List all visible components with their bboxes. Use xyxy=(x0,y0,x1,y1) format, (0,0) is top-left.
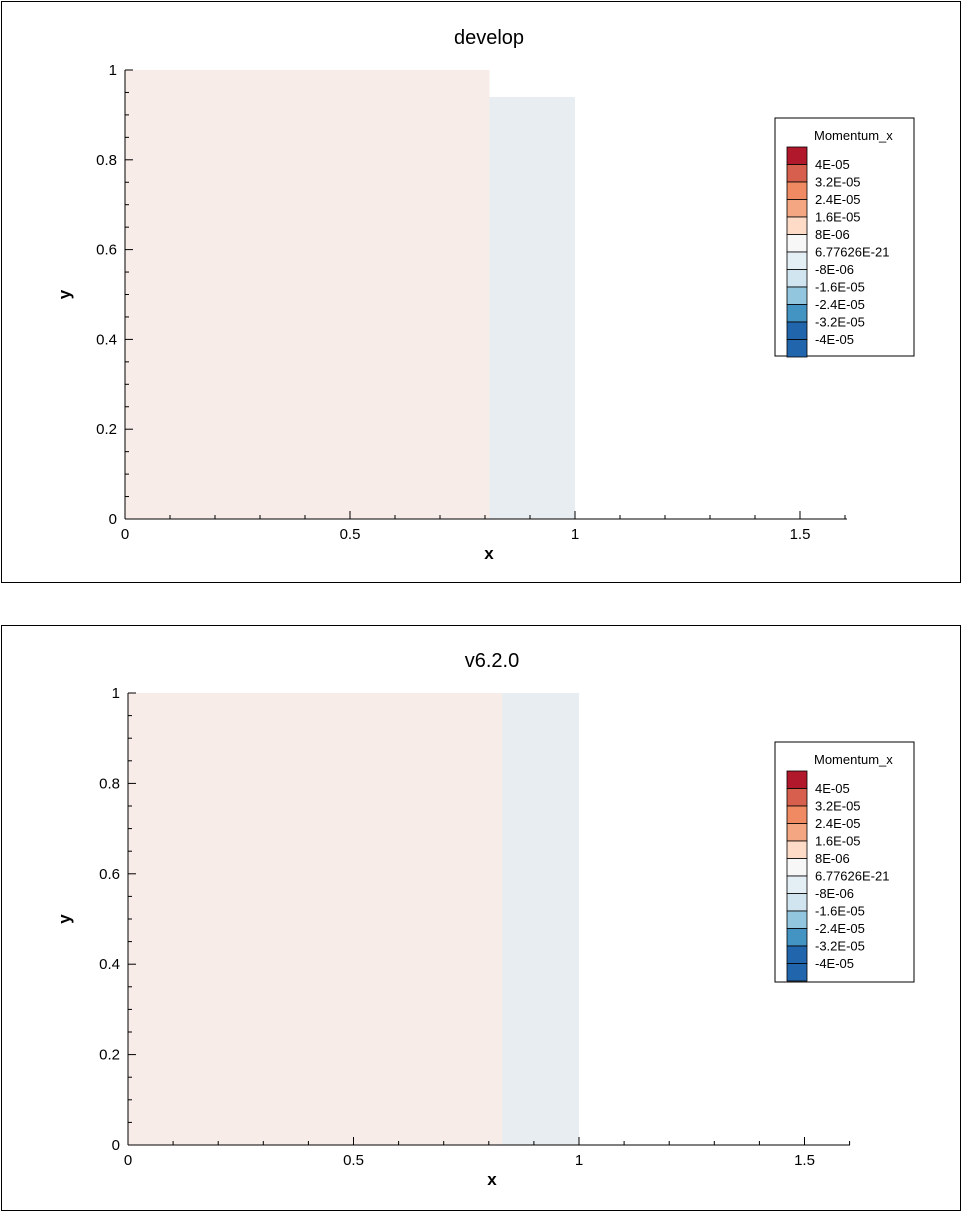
y-tick-label: 0.6 xyxy=(99,866,120,883)
contour-region xyxy=(125,70,490,519)
y-tick-label: 0 xyxy=(112,1137,120,1154)
contour-region xyxy=(128,693,503,1145)
legend-level-label: -4E-05 xyxy=(815,956,854,971)
legend-swatch xyxy=(786,770,808,789)
legend-level-label: -2.4E-05 xyxy=(815,297,865,312)
legend-swatch xyxy=(786,234,808,253)
legend-swatch xyxy=(786,823,808,842)
legend-swatch xyxy=(786,216,808,235)
legend-swatch xyxy=(786,339,808,358)
y-tick-label: 0 xyxy=(109,511,117,528)
chart-panel-v620: v6.2.0 0 0.5 1 1.5 0 0.2 0.4 0.6 0.8 1 x y Momentum_x… xyxy=(1,625,961,1211)
y-tick-label: 0.2 xyxy=(96,421,117,438)
legend-swatch xyxy=(786,945,808,964)
legend-swatch xyxy=(786,146,808,165)
legend-swatch xyxy=(786,304,808,323)
x-tick-label: 0.5 xyxy=(343,1152,364,1169)
x-axis-label: x xyxy=(484,544,494,563)
y-axis-label: y xyxy=(55,914,74,924)
y-tick-label: 1 xyxy=(112,685,120,702)
legend-swatch xyxy=(786,840,808,859)
legend-swatch xyxy=(786,164,808,183)
legend-level-label: 4E-05 xyxy=(815,781,850,796)
legend-level-label: -8E-06 xyxy=(815,262,854,277)
legend-level-label: -2.4E-05 xyxy=(815,921,865,936)
x-tick-label: 1.5 xyxy=(790,526,811,543)
legend-level-label: 1.6E-05 xyxy=(815,834,861,849)
legend-level-label: 4E-05 xyxy=(815,157,850,172)
y-axis-label: y xyxy=(55,289,74,299)
chart-v620: v6.2.0 0 0.5 1 1.5 0 0.2 0.4 0.6 0.8 1 x y Momentum_x… xyxy=(55,650,915,1189)
y-tick-label: 1 xyxy=(109,62,117,79)
x-tick-label: 0.5 xyxy=(340,526,361,543)
legend-title: Momentum_x xyxy=(814,128,893,143)
legend-swatch xyxy=(786,928,808,947)
legend-level-label: 8E-06 xyxy=(815,227,850,242)
legend-swatch xyxy=(786,286,808,305)
legend-swatch xyxy=(786,858,808,877)
contour-region xyxy=(502,693,579,1145)
y-tick-label: 0.4 xyxy=(99,956,120,973)
chart-title: v6.2.0 xyxy=(465,650,519,672)
legend-level-label: -8E-06 xyxy=(815,886,854,901)
legend-level-label: 3.2E-05 xyxy=(815,799,861,814)
legend-swatch xyxy=(786,788,808,807)
y-tick-label: 0.6 xyxy=(96,242,117,259)
legend-swatch xyxy=(786,321,808,340)
legend-swatch xyxy=(786,875,808,894)
legend-level-label: 6.77626E-21 xyxy=(815,245,889,260)
legend-level-label: -1.6E-05 xyxy=(815,904,865,919)
legend-level-label: 8E-06 xyxy=(815,851,850,866)
legend-level-label: 6.77626E-21 xyxy=(815,869,889,884)
y-tick-label: 0.8 xyxy=(99,775,120,792)
legend-level-label: -3.2E-05 xyxy=(815,315,865,330)
x-tick-label: 1 xyxy=(575,1152,583,1169)
x-tick-label: 0 xyxy=(124,1152,132,1169)
legend-swatch xyxy=(786,269,808,288)
y-tick-label: 0.8 xyxy=(96,152,117,169)
legend-swatch xyxy=(786,805,808,824)
legend-swatch xyxy=(786,963,808,982)
chart-title: develop xyxy=(454,27,524,49)
x-tick-label: 0 xyxy=(121,526,129,543)
legend-swatch xyxy=(786,910,808,929)
legend-level-label: 3.2E-05 xyxy=(815,175,861,190)
legend-level-label: 1.6E-05 xyxy=(815,210,861,225)
x-tick-label: 1 xyxy=(571,526,579,543)
chart-panel-develop: develop 0 0.5 1 1.5 0 0.2 0.4 0.6 0.8 1 x y Momentum_… xyxy=(1,1,961,583)
legend-level-label: -1.6E-05 xyxy=(815,280,865,295)
y-tick-label: 0.2 xyxy=(99,1047,120,1064)
legend-swatch xyxy=(786,181,808,200)
legend-swatch xyxy=(786,199,808,218)
legend-level-label: 2.4E-05 xyxy=(815,192,861,207)
legend-level-label: 2.4E-05 xyxy=(815,816,861,831)
chart-develop: develop 0 0.5 1 1.5 0 0.2 0.4 0.6 0.8 1 x y Momentum_… xyxy=(55,27,915,563)
x-tick-label: 1.5 xyxy=(794,1152,815,1169)
legend-swatch xyxy=(786,251,808,270)
x-axis-label: x xyxy=(487,1170,497,1189)
y-tick-label: 0.4 xyxy=(96,331,117,348)
legend-level-label: -3.2E-05 xyxy=(815,939,865,954)
contour-region xyxy=(489,96,575,519)
legend-title: Momentum_x xyxy=(814,752,893,767)
legend-swatch xyxy=(786,893,808,912)
legend-level-label: -4E-05 xyxy=(815,332,854,347)
